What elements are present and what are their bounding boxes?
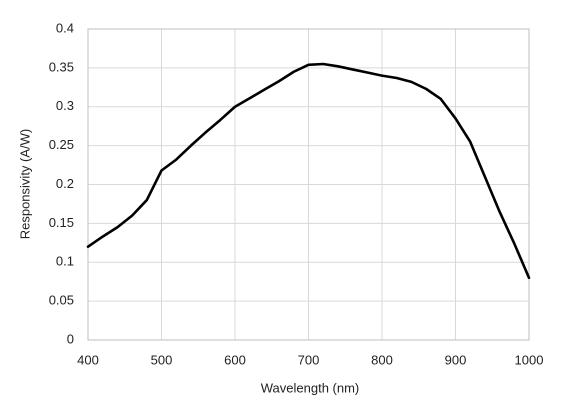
y-tick-label: 0.15 (49, 215, 74, 230)
y-tick-label: 0 (67, 331, 74, 346)
y-tick-label: 0.1 (56, 254, 74, 269)
y-tick-label: 0.05 (49, 293, 74, 308)
x-tick-label: 1000 (515, 352, 544, 367)
y-tick-label: 0.25 (49, 137, 74, 152)
x-tick-label: 700 (298, 352, 320, 367)
x-tick-label: 400 (77, 352, 99, 367)
y-tick-label: 0.35 (49, 59, 74, 74)
x-tick-label: 900 (445, 352, 467, 367)
x-axis-label: Wavelength (nm) (261, 380, 360, 395)
y-tick-label: 0.3 (56, 98, 74, 113)
y-axis-label: Responsivity (A/W) (17, 129, 32, 240)
y-tick-label: 0.2 (56, 176, 74, 191)
y-tick-label: 0.4 (56, 20, 74, 35)
x-tick-label: 600 (224, 352, 246, 367)
data-line (86, 62, 531, 280)
plot-border (87, 28, 530, 341)
x-tick-label: 800 (371, 352, 393, 367)
x-tick-label: 500 (151, 352, 173, 367)
